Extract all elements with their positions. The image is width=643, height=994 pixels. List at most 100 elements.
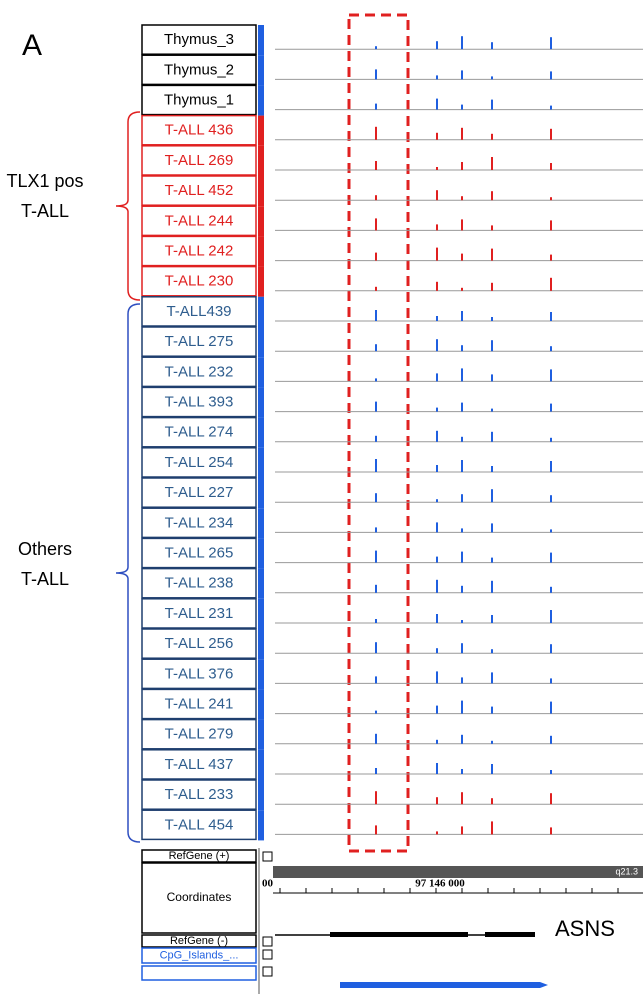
track-label-box bbox=[141, 416, 257, 448]
track-label-box bbox=[141, 265, 257, 297]
bottom-track-box bbox=[141, 862, 257, 934]
empty-track-box bbox=[141, 965, 257, 981]
scale-bar bbox=[258, 538, 264, 569]
track-label-box bbox=[141, 356, 257, 388]
track-label-box bbox=[141, 507, 257, 539]
track-label-box bbox=[141, 628, 257, 659]
track-label-box bbox=[141, 386, 257, 418]
scale-bar bbox=[258, 206, 264, 237]
bottom-track-label: RefGene (+) bbox=[169, 850, 230, 862]
track-label-box bbox=[141, 477, 257, 508]
group-label: Others bbox=[18, 539, 72, 559]
scale-bar bbox=[258, 145, 264, 176]
track-label: T-ALL 231 bbox=[165, 605, 234, 622]
track-label-box bbox=[141, 598, 257, 629]
track-label: T-ALL 454 bbox=[165, 816, 234, 833]
gene-name: ASNS bbox=[555, 916, 615, 941]
track-label-box bbox=[141, 749, 257, 780]
track-label-box bbox=[141, 718, 257, 750]
track-label: T-ALL 256 bbox=[165, 635, 234, 652]
bottom-track-box bbox=[141, 934, 257, 948]
scale-bar bbox=[258, 659, 264, 690]
track-label-box bbox=[141, 779, 257, 810]
track-label: T-ALL 238 bbox=[165, 575, 234, 592]
bottom-track-box bbox=[141, 947, 257, 964]
cytoband-label: q21.3 bbox=[615, 866, 638, 876]
track-label: Thymus_1 bbox=[164, 91, 234, 108]
scale-bar bbox=[258, 176, 264, 207]
track-label: T-ALL 232 bbox=[165, 363, 234, 380]
scale-bar bbox=[258, 266, 264, 297]
panel-label: A bbox=[22, 29, 42, 62]
coord-label: 97 146 000 bbox=[415, 878, 465, 890]
scale-bar bbox=[258, 780, 264, 811]
track-label: T-ALL 234 bbox=[165, 514, 234, 531]
track-label-box bbox=[141, 54, 257, 86]
scale-bar bbox=[258, 478, 264, 509]
gene-exon bbox=[485, 932, 535, 937]
scale-bar bbox=[258, 417, 264, 448]
scale-bar bbox=[258, 387, 264, 418]
scale-bar bbox=[258, 115, 264, 146]
track-label-box bbox=[141, 688, 257, 720]
track-label-box bbox=[141, 84, 257, 116]
track-label-box bbox=[141, 447, 257, 478]
scale-bar bbox=[258, 689, 264, 720]
track-label-box bbox=[141, 326, 257, 357]
scale-bar bbox=[258, 236, 264, 267]
scale-bar bbox=[258, 55, 264, 86]
track-label: T-ALL 436 bbox=[165, 122, 234, 139]
scale-bar bbox=[258, 719, 264, 750]
group-brace bbox=[115, 111, 141, 301]
bottom-track-label: RefGene (-) bbox=[170, 935, 228, 947]
track-label: T-ALL 230 bbox=[165, 273, 234, 290]
scale-bar bbox=[258, 629, 264, 660]
track-label: T-ALL 274 bbox=[165, 424, 234, 441]
scale-bar bbox=[258, 810, 264, 841]
coord-label: 00 bbox=[262, 878, 274, 890]
group-label: TLX1 pos bbox=[6, 171, 83, 191]
track-label-box bbox=[141, 567, 257, 599]
track-label: T-ALL 279 bbox=[165, 726, 234, 743]
track-label: T-ALL 437 bbox=[165, 756, 234, 773]
track-label: T-ALL 254 bbox=[165, 454, 234, 471]
expand-icon bbox=[262, 966, 273, 977]
scale-bar bbox=[258, 85, 264, 116]
track-label: T-ALL 233 bbox=[165, 786, 234, 803]
track-label: T-ALL 244 bbox=[165, 212, 234, 229]
highlight-box bbox=[347, 13, 410, 853]
expand-icon bbox=[262, 949, 273, 960]
track-label-box bbox=[141, 205, 257, 237]
group-label: T-ALL bbox=[21, 569, 69, 589]
track-label-box bbox=[141, 175, 257, 206]
track-label-box bbox=[141, 24, 257, 55]
cytoband-bar bbox=[273, 866, 643, 878]
expand-icon bbox=[262, 851, 273, 862]
track-label-box bbox=[141, 809, 257, 841]
track-label: Thymus_2 bbox=[164, 61, 234, 78]
bottom-track-label: CpG_Islands_... bbox=[160, 949, 239, 961]
track-label: T-ALL439 bbox=[166, 303, 231, 320]
track-label: T-ALL 241 bbox=[165, 695, 234, 712]
scale-bar bbox=[258, 447, 264, 478]
track-label: T-ALL 393 bbox=[165, 393, 234, 410]
scale-bar bbox=[258, 749, 264, 780]
track-label: T-ALL 275 bbox=[165, 333, 234, 350]
track-label: T-ALL 269 bbox=[165, 152, 234, 169]
bottom-track-label: Coordinates bbox=[167, 890, 232, 904]
scale-bar bbox=[258, 25, 264, 56]
scale-bar bbox=[258, 568, 264, 599]
track-label-box bbox=[141, 235, 257, 267]
track-label-box bbox=[141, 114, 257, 146]
track-label-box bbox=[141, 658, 257, 690]
track-label: Thymus_3 bbox=[164, 31, 234, 48]
track-label: T-ALL 227 bbox=[165, 484, 234, 501]
track-label-box bbox=[141, 296, 257, 327]
expand-icon bbox=[262, 936, 273, 947]
track-label-box bbox=[141, 537, 257, 569]
cpg-island bbox=[340, 982, 548, 988]
bottom-track-box bbox=[141, 849, 257, 863]
scale-bar bbox=[258, 598, 264, 629]
